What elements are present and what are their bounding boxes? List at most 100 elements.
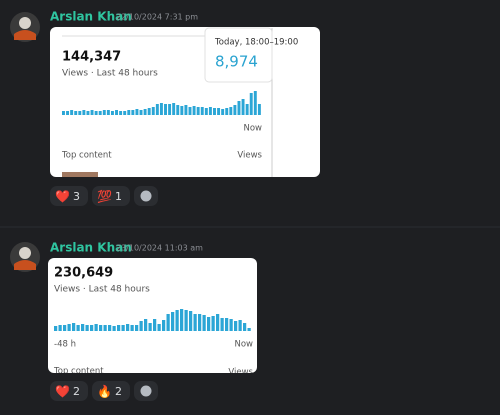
bar — [245, 104, 249, 115]
bar — [54, 326, 58, 331]
card-bg — [48, 258, 257, 373]
bar — [58, 325, 62, 331]
reaction-emoji: 🔥 — [97, 385, 112, 399]
avatar-fire — [14, 30, 36, 40]
bar — [127, 110, 131, 115]
footer-left: Top content — [53, 367, 104, 377]
avatar-face — [19, 247, 31, 259]
bar — [171, 312, 175, 331]
bar — [207, 317, 211, 331]
bar — [211, 316, 215, 331]
bar — [70, 110, 74, 115]
bar — [103, 325, 107, 331]
reaction-emoji: ❤️ — [55, 190, 70, 204]
axis-end: Now — [234, 340, 253, 350]
bar — [198, 314, 202, 331]
bar — [175, 310, 179, 331]
bar — [233, 105, 237, 115]
bar — [229, 319, 233, 331]
reaction-pill[interactable] — [92, 186, 130, 206]
bar — [139, 110, 143, 115]
bar — [126, 324, 130, 331]
card: 144,347 Views · Last 48 hours Today, 18:… — [50, 27, 320, 177]
add-reaction-icon — [140, 385, 152, 397]
bar — [216, 314, 220, 331]
reaction-count: 2 — [73, 385, 80, 398]
timestamp: 22/10/2024 7:31 pm — [116, 13, 198, 22]
reaction-count: 3 — [73, 190, 80, 203]
bar — [94, 324, 98, 331]
bar — [204, 108, 208, 115]
bar — [188, 107, 192, 115]
bar — [213, 108, 216, 115]
bar — [115, 110, 118, 115]
tooltip — [204, 27, 273, 83]
reaction-pill[interactable] — [50, 186, 88, 206]
bar — [234, 321, 238, 331]
bar — [85, 325, 89, 331]
bar — [90, 325, 94, 331]
bar — [237, 101, 241, 115]
bar — [155, 104, 159, 115]
bar — [241, 99, 245, 115]
bar — [220, 318, 224, 331]
tooltip-value: 8,974 — [215, 53, 258, 71]
bar — [249, 93, 253, 115]
bar — [90, 110, 94, 115]
bar — [257, 104, 261, 115]
bar — [135, 325, 139, 331]
reaction-pill[interactable] — [92, 381, 130, 401]
footer-left: Top content — [61, 151, 112, 161]
bar — [94, 111, 98, 115]
bar — [147, 108, 151, 115]
reaction-pill[interactable] — [50, 381, 88, 401]
card-bg — [50, 27, 320, 177]
bar — [110, 111, 114, 115]
bar — [225, 318, 229, 331]
bar — [62, 111, 65, 115]
bar — [74, 111, 78, 115]
bar — [63, 325, 67, 331]
bar — [86, 111, 90, 115]
bar — [172, 103, 176, 115]
bar — [76, 325, 80, 331]
bar — [229, 107, 233, 115]
bar — [99, 325, 103, 331]
bar — [184, 310, 188, 331]
bar — [159, 103, 163, 115]
bar — [130, 325, 134, 331]
footer-right: Views — [237, 151, 262, 161]
bar — [121, 325, 125, 331]
bar — [81, 324, 85, 331]
bar — [200, 107, 204, 115]
bar — [82, 110, 86, 115]
timestamp: 23/10/2024 11:03 am — [116, 244, 203, 253]
bar — [108, 325, 112, 331]
avatar-face — [19, 17, 31, 29]
author[interactable]: Arslan Khan — [50, 10, 132, 24]
bar — [66, 111, 70, 115]
bar — [143, 109, 147, 115]
bar — [153, 319, 157, 331]
bar — [168, 104, 172, 115]
bar — [196, 107, 200, 115]
bar — [157, 324, 161, 331]
bar — [217, 108, 221, 115]
bar — [189, 311, 193, 331]
axis-start: -48 h — [54, 340, 76, 350]
bar — [151, 107, 155, 115]
author[interactable]: Arslan Khan — [50, 241, 132, 255]
bar — [112, 326, 116, 331]
reactions: ❤️ 3 💯 1 — [50, 186, 158, 206]
thumbnail — [62, 172, 98, 177]
bar — [238, 320, 242, 331]
bar — [243, 323, 247, 331]
bar — [176, 105, 180, 115]
bar — [98, 111, 102, 115]
bar — [221, 109, 225, 115]
bar — [184, 105, 188, 115]
bar — [247, 328, 251, 331]
views-total: 230,649 — [54, 266, 113, 281]
bar — [119, 111, 123, 115]
